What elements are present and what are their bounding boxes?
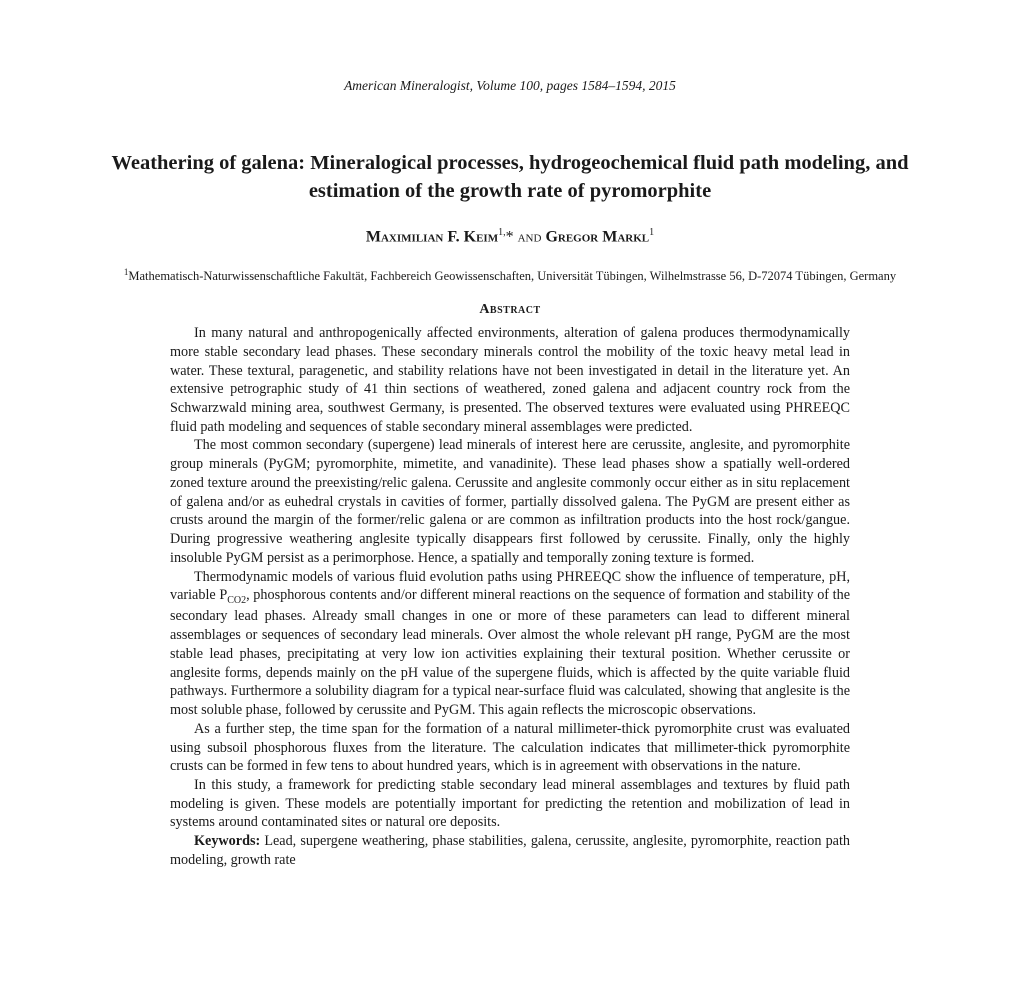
author-connector: and [514,229,546,246]
abstract-body: In many natural and anthropogenically af… [92,324,928,870]
abstract-p3-part2: , phosphorous contents and/or different … [170,587,850,718]
author-1-sup: 1, [498,227,506,238]
author-1-star: * [506,229,514,246]
abstract-p3: Thermodynamic models of various fluid ev… [170,568,850,720]
authors-line: Maximilian F. Keim1,* and Gregor Markl1 [92,227,928,246]
keywords: Keywords: Lead, supergene weathering, ph… [170,832,850,869]
affiliation: 1Mathematisch-Naturwissenschaftliche Fak… [92,267,928,284]
author-2: Gregor Markl [545,229,649,246]
abstract-heading: Abstract [92,302,928,318]
abstract-p3-sub: CO2 [227,595,246,606]
affiliation-text: Mathematisch-Naturwissenschaftliche Faku… [128,269,896,283]
author-1: Maximilian F. Keim [366,229,498,246]
article-title: Weathering of galena: Mineralogical proc… [92,150,928,205]
abstract-p4: As a further step, the time span for the… [170,720,850,776]
abstract-p5: In this study, a framework for predictin… [170,776,850,832]
abstract-p2: The most common secondary (supergene) le… [170,436,850,567]
keywords-label: Keywords: [194,833,260,849]
keywords-text: Lead, supergene weathering, phase stabil… [170,833,850,868]
journal-header: American Mineralogist, Volume 100, pages… [92,78,928,94]
author-2-sup: 1 [649,227,654,238]
abstract-p1: In many natural and anthropogenically af… [170,324,850,436]
